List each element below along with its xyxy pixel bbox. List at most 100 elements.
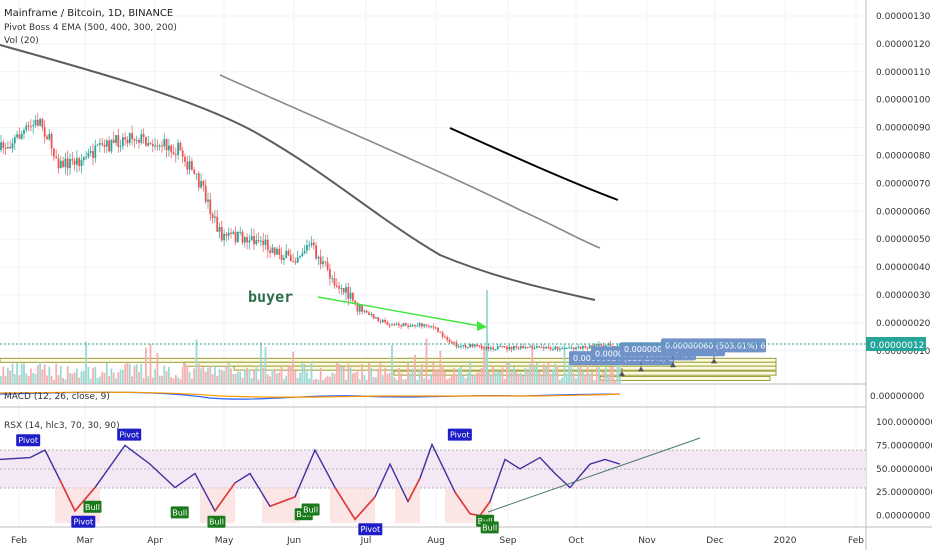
volume-bar bbox=[266, 374, 269, 384]
volume-bar bbox=[237, 371, 239, 384]
candle-body bbox=[540, 347, 543, 349]
volume-bar bbox=[179, 379, 182, 384]
volume-bar bbox=[503, 378, 506, 384]
candle-body bbox=[462, 345, 465, 347]
volume-bar bbox=[308, 378, 311, 384]
candle-body bbox=[209, 199, 212, 215]
candle-body bbox=[439, 331, 442, 333]
candle-body bbox=[204, 185, 207, 202]
volume-bar bbox=[34, 374, 37, 384]
candle-body bbox=[165, 139, 168, 151]
volume-bar bbox=[565, 373, 568, 384]
candle-body bbox=[276, 248, 278, 255]
volume-bar bbox=[572, 373, 575, 384]
candle-body bbox=[110, 139, 113, 152]
volume-bar bbox=[30, 368, 32, 384]
candle-body bbox=[135, 139, 138, 141]
volume-bar bbox=[345, 379, 347, 384]
rsx-tick-label: 100.00000000 bbox=[876, 418, 932, 428]
candle-body bbox=[549, 347, 552, 350]
volume-bar bbox=[135, 364, 138, 384]
volume-bar bbox=[448, 377, 451, 384]
volume-bar bbox=[391, 344, 393, 384]
candle-body bbox=[184, 156, 186, 162]
bull-signal bbox=[207, 515, 226, 528]
candle-body bbox=[269, 250, 271, 253]
candle-body bbox=[561, 348, 564, 350]
time-axis[interactable]: Feb Mar Apr May Jun Jul Aug Sep Oct Nov Dec 2020 Feb bbox=[11, 536, 864, 546]
volume-bar bbox=[501, 367, 504, 384]
volume-bar bbox=[138, 372, 140, 384]
candle-body bbox=[582, 345, 584, 349]
volume-bar bbox=[559, 379, 561, 384]
candle-body bbox=[437, 327, 439, 332]
candle-body bbox=[460, 345, 462, 347]
volume-bar bbox=[32, 372, 35, 384]
candle-body bbox=[365, 310, 368, 313]
volume-bar bbox=[46, 375, 48, 384]
candle-body bbox=[122, 137, 124, 147]
candle-body bbox=[218, 226, 221, 232]
volume-bar bbox=[441, 364, 444, 384]
time-tick-label: Jun bbox=[286, 536, 301, 546]
volume-bar bbox=[239, 371, 242, 384]
volume-bar bbox=[128, 364, 131, 384]
candle-body bbox=[340, 288, 343, 290]
volume-bar bbox=[605, 366, 607, 384]
volume-bar bbox=[611, 366, 614, 384]
volume-bar bbox=[57, 375, 60, 384]
volume-bar bbox=[529, 363, 531, 384]
price-axis[interactable]: 0.00000130 0.00000120 0.00000110 0.00000100… bbox=[876, 12, 932, 522]
candle-body bbox=[393, 324, 396, 326]
buyer-arrow bbox=[317, 296, 481, 327]
volume-bar bbox=[490, 374, 492, 384]
volume-bar bbox=[39, 362, 41, 384]
volume-bar bbox=[556, 365, 559, 384]
candle-body bbox=[303, 250, 306, 254]
candle-body bbox=[181, 150, 184, 157]
volume-bar bbox=[131, 376, 133, 384]
volume-bar bbox=[177, 377, 179, 384]
candle-body bbox=[66, 158, 69, 169]
candle-body bbox=[395, 323, 398, 326]
candle-body bbox=[39, 118, 41, 126]
candle-body bbox=[577, 346, 580, 348]
volume-bar bbox=[329, 376, 331, 384]
volume-bar bbox=[386, 373, 389, 384]
candle-body bbox=[296, 257, 299, 263]
volume-bar bbox=[517, 373, 520, 384]
volume-bar bbox=[423, 378, 426, 384]
volume-bar bbox=[510, 372, 513, 384]
candle-body bbox=[593, 344, 596, 349]
volume-bar bbox=[432, 362, 435, 384]
candle-body bbox=[538, 346, 541, 348]
candle-body bbox=[301, 253, 304, 256]
candle-body bbox=[48, 133, 51, 140]
volume-bar bbox=[48, 366, 51, 384]
volume-bar bbox=[87, 366, 90, 384]
volume-bar bbox=[444, 371, 446, 384]
price-tick-label: 0.00000080 bbox=[876, 152, 931, 162]
candle-body bbox=[34, 119, 37, 126]
time-tick-label: 2020 bbox=[774, 536, 797, 546]
candle-body bbox=[565, 347, 568, 349]
candle-body bbox=[50, 133, 53, 149]
volume-bars bbox=[0, 290, 621, 384]
volume-bar bbox=[469, 362, 472, 384]
candle-body bbox=[432, 326, 435, 328]
buyer-annotation: buyer bbox=[248, 288, 293, 306]
candle-body bbox=[455, 342, 458, 347]
candle-body bbox=[108, 140, 110, 152]
candle-body bbox=[342, 288, 345, 293]
volume-bar bbox=[545, 366, 547, 384]
candle-body bbox=[510, 346, 513, 350]
volume-bar bbox=[99, 376, 101, 384]
volume-bar bbox=[112, 372, 115, 384]
rsx-oversold-region bbox=[395, 487, 420, 524]
candle-body bbox=[517, 347, 520, 349]
candle-body bbox=[207, 199, 209, 202]
candle-body bbox=[331, 278, 334, 280]
current-price-badge bbox=[866, 337, 926, 351]
candle-body bbox=[149, 143, 152, 145]
